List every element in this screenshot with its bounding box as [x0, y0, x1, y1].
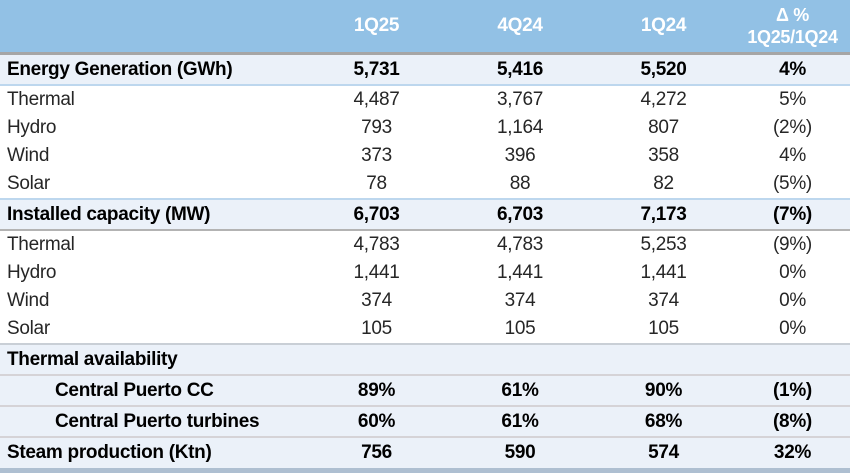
cell-delta: (9%) — [735, 230, 850, 259]
cell-1q25: 756 — [305, 437, 448, 473]
row-label: Central Puerto turbines — [0, 406, 305, 438]
row-steam-production: Steam production (Ktn) 756 590 574 32% — [0, 437, 850, 473]
row-energy-generation: Energy Generation (GWh) 5,731 5,416 5,52… — [0, 53, 850, 86]
cell-4q24: 61% — [448, 375, 592, 407]
cell-1q25: 6,703 — [305, 198, 448, 231]
cell-1q25: 374 — [305, 287, 448, 315]
delta-header-line1: Δ % — [775, 4, 810, 25]
cell-4q24: 88 — [448, 170, 592, 199]
row-generation-hydro: Hydro 793 1,164 807 (2%) — [0, 114, 850, 142]
cell-delta — [735, 343, 850, 376]
row-label: Central Puerto CC — [0, 375, 305, 407]
cell-delta: (7%) — [735, 198, 850, 231]
cell-1q25: 793 — [305, 114, 448, 142]
cell-4q24: 1,441 — [448, 259, 592, 287]
cell-1q24: 374 — [592, 287, 735, 315]
cell-delta: 5% — [735, 85, 850, 114]
col-header-1q24: 1Q24 — [592, 0, 735, 55]
cell-1q24 — [592, 343, 735, 376]
cell-1q24: 82 — [592, 170, 735, 199]
cell-1q25: 4,487 — [305, 85, 448, 114]
row-label: Thermal — [0, 230, 305, 259]
delta-header-line2: 1Q25/1Q24 — [747, 27, 838, 47]
cell-delta: (1%) — [735, 375, 850, 407]
row-central-puerto-cc: Central Puerto CC 89% 61% 90% (1%) — [0, 375, 850, 407]
row-label: Thermal — [0, 85, 305, 114]
row-capacity-hydro: Hydro 1,441 1,441 1,441 0% — [0, 259, 850, 287]
cell-1q25: 5,731 — [305, 53, 448, 86]
row-thermal-availability: Thermal availability — [0, 343, 850, 376]
cell-1q25: 78 — [305, 170, 448, 199]
cell-1q24: 7,173 — [592, 198, 735, 231]
cell-1q25: 373 — [305, 142, 448, 170]
row-label: Installed capacity (MW) — [0, 198, 305, 231]
cell-1q24: 90% — [592, 375, 735, 407]
cell-1q25: 89% — [305, 375, 448, 407]
row-capacity-thermal: Thermal 4,783 4,783 5,253 (9%) — [0, 230, 850, 259]
row-label: Solar — [0, 315, 305, 344]
col-header-delta: Δ % 1Q25/1Q24 — [735, 0, 850, 55]
cell-4q24: 1,164 — [448, 114, 592, 142]
row-central-puerto-turbines: Central Puerto turbines 60% 61% 68% (8%) — [0, 406, 850, 438]
cell-delta: 0% — [735, 287, 850, 315]
cell-1q24: 358 — [592, 142, 735, 170]
cell-4q24: 4,783 — [448, 230, 592, 259]
cell-delta: 32% — [735, 437, 850, 473]
cell-4q24 — [448, 343, 592, 376]
cell-4q24: 5,416 — [448, 53, 592, 86]
cell-delta: 4% — [735, 142, 850, 170]
cell-4q24: 6,703 — [448, 198, 592, 231]
cell-delta: (2%) — [735, 114, 850, 142]
cell-delta: (8%) — [735, 406, 850, 438]
col-header-1q25: 1Q25 — [305, 0, 448, 55]
table-header-row: 1Q25 4Q24 1Q24 Δ % 1Q25/1Q24 — [0, 0, 850, 55]
cell-1q24: 807 — [592, 114, 735, 142]
cell-delta: (5%) — [735, 170, 850, 199]
cell-1q25 — [305, 343, 448, 376]
cell-1q25: 60% — [305, 406, 448, 438]
row-label: Solar — [0, 170, 305, 199]
row-capacity-wind: Wind 374 374 374 0% — [0, 287, 850, 315]
row-generation-thermal: Thermal 4,487 3,767 4,272 5% — [0, 85, 850, 114]
cell-1q24: 4,272 — [592, 85, 735, 114]
row-label: Steam production (Ktn) — [0, 437, 305, 473]
row-label: Thermal availability — [0, 343, 305, 376]
cell-delta: 4% — [735, 53, 850, 86]
col-header-4q24: 4Q24 — [448, 0, 592, 55]
row-label: Hydro — [0, 259, 305, 287]
cell-4q24: 105 — [448, 315, 592, 344]
cell-1q24: 5,520 — [592, 53, 735, 86]
row-label: Wind — [0, 142, 305, 170]
cell-1q24: 574 — [592, 437, 735, 473]
cell-1q24: 1,441 — [592, 259, 735, 287]
row-label: Wind — [0, 287, 305, 315]
cell-4q24: 374 — [448, 287, 592, 315]
row-label: Hydro — [0, 114, 305, 142]
cell-1q24: 105 — [592, 315, 735, 344]
cell-1q24: 5,253 — [592, 230, 735, 259]
cell-1q25: 4,783 — [305, 230, 448, 259]
row-installed-capacity: Installed capacity (MW) 6,703 6,703 7,17… — [0, 198, 850, 231]
col-header-metric — [0, 0, 305, 55]
cell-1q24: 68% — [592, 406, 735, 438]
row-generation-wind: Wind 373 396 358 4% — [0, 142, 850, 170]
cell-4q24: 61% — [448, 406, 592, 438]
row-label: Energy Generation (GWh) — [0, 53, 305, 86]
row-generation-solar: Solar 78 88 82 (5%) — [0, 170, 850, 199]
cell-4q24: 590 — [448, 437, 592, 473]
cell-4q24: 396 — [448, 142, 592, 170]
cell-delta: 0% — [735, 315, 850, 344]
cell-4q24: 3,767 — [448, 85, 592, 114]
cell-1q25: 105 — [305, 315, 448, 344]
cell-1q25: 1,441 — [305, 259, 448, 287]
row-capacity-solar: Solar 105 105 105 0% — [0, 315, 850, 344]
cell-delta: 0% — [735, 259, 850, 287]
